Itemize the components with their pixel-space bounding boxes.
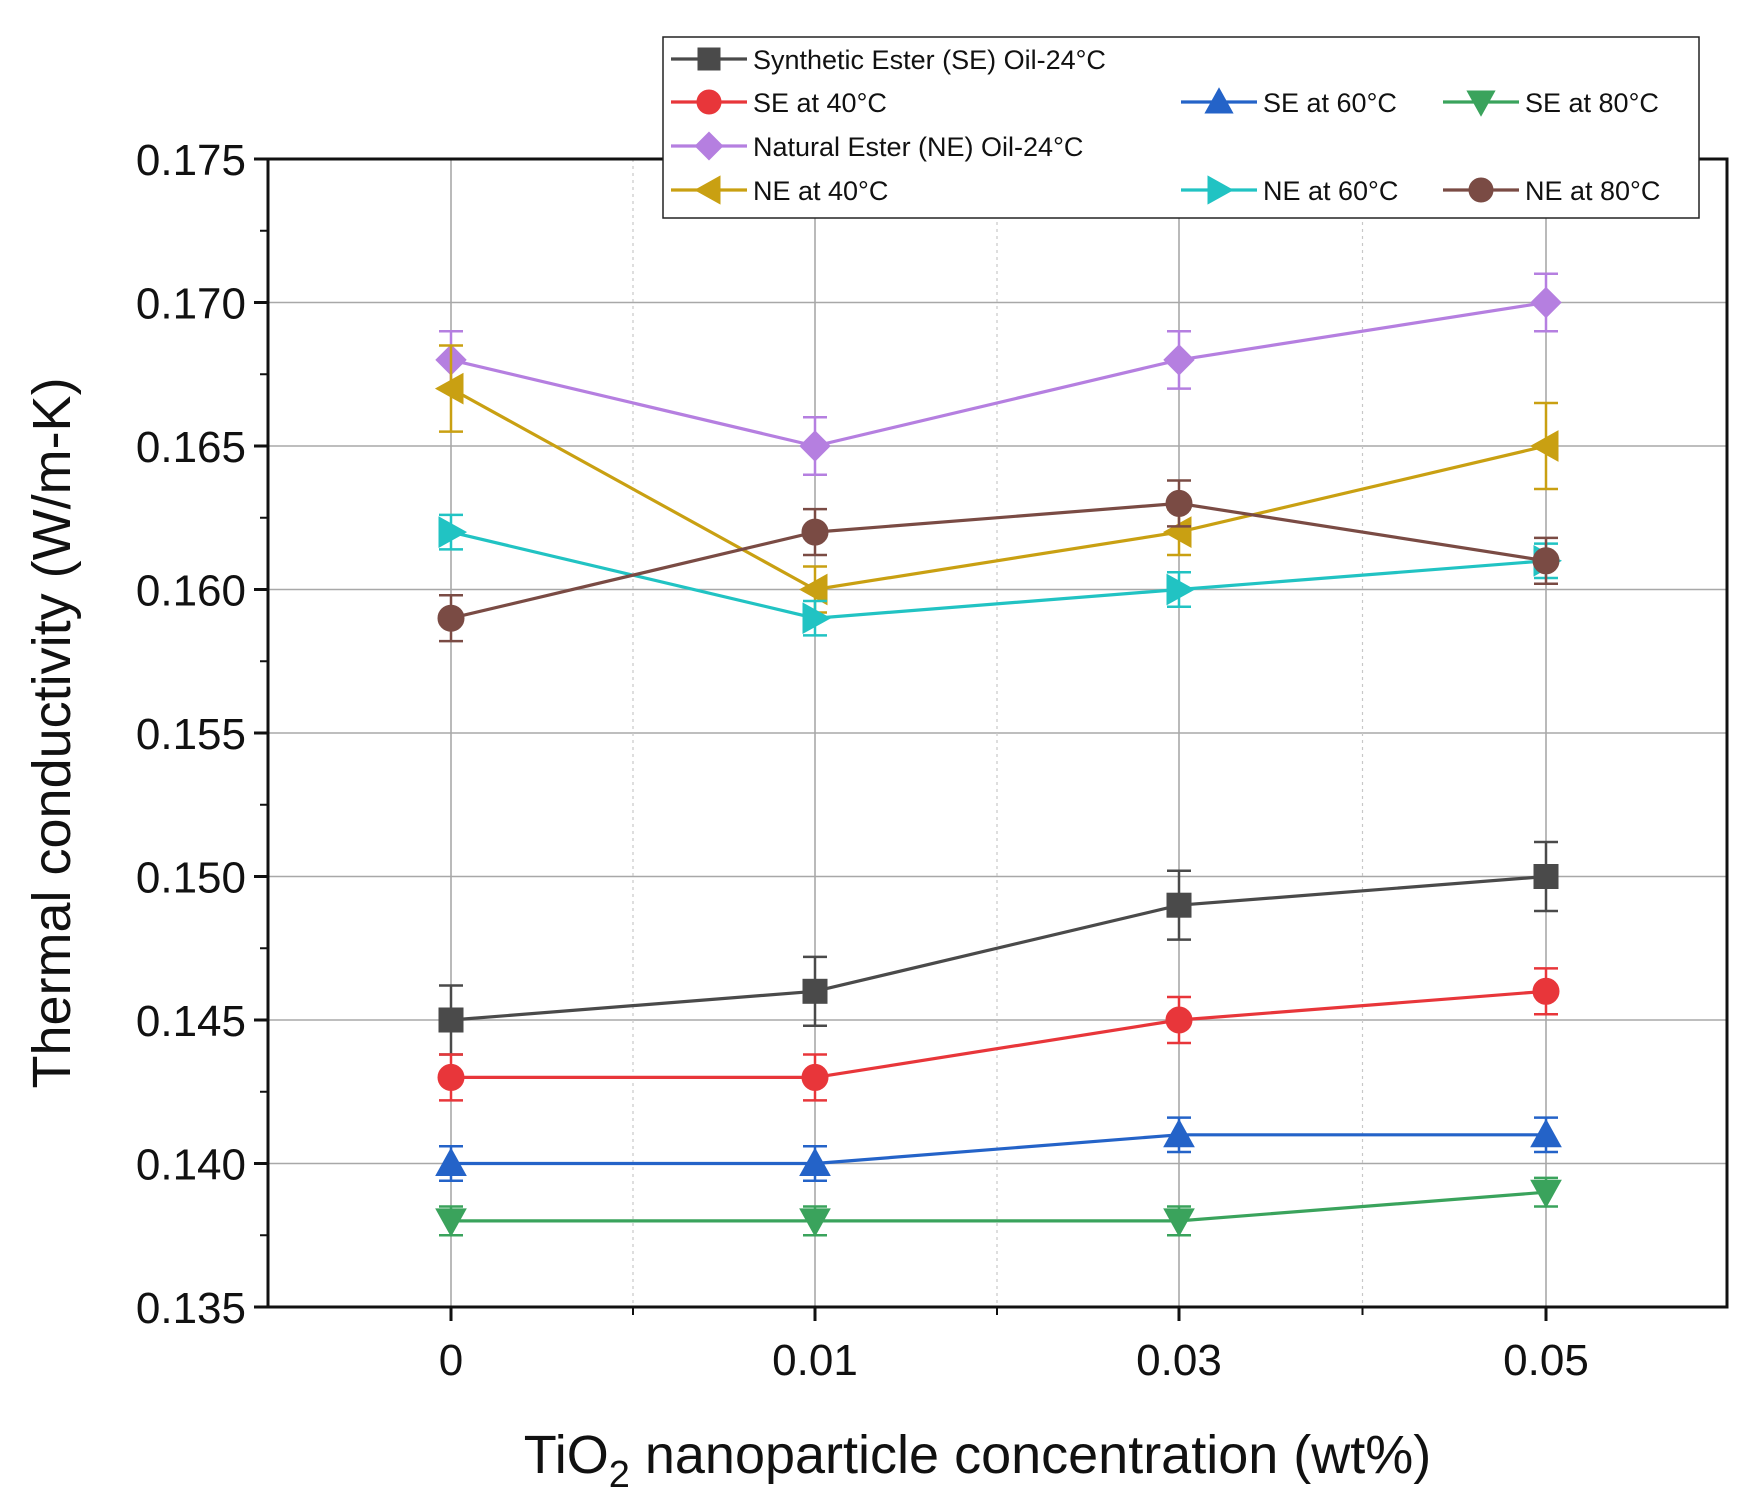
legend-label: SE at 60°C — [1263, 88, 1397, 118]
legend-marker — [1207, 175, 1234, 205]
data-point — [799, 1147, 831, 1176]
legend-marker — [694, 175, 721, 205]
axes: 0.135 0.140 0.145 0.150 0.155 0.160 0.165 0.170… — [136, 136, 1589, 1385]
data-point — [798, 573, 828, 606]
legend-entry-1: SE at 40°C — [671, 88, 887, 118]
series-line — [450, 387, 1547, 592]
series-5 — [434, 344, 1559, 614]
legend-marker — [697, 47, 721, 71]
x-axis-title-main: TiO — [524, 1425, 609, 1485]
data-point — [1529, 430, 1559, 462]
data-point — [438, 1007, 464, 1033]
data-point — [801, 1063, 829, 1091]
data-point — [802, 978, 828, 1004]
data-point — [801, 518, 829, 546]
x-axis-title: TiO2 nanoparticle concentration (wt%) — [524, 1425, 1432, 1496]
legend-entry-5: NE at 40°C — [671, 175, 888, 206]
x-tick-label: 0.05 — [1503, 1336, 1589, 1385]
legend-label: SE at 40°C — [753, 88, 887, 118]
series-7 — [437, 479, 1560, 643]
data-point — [1166, 892, 1192, 918]
x-axis-title-rest: nanoparticle concentration (wt%) — [630, 1425, 1431, 1485]
series-line — [451, 989, 1547, 1080]
series-6 — [438, 513, 1563, 637]
data-point — [802, 602, 832, 635]
legend-box — [662, 36, 1700, 219]
series-3 — [435, 1176, 1562, 1237]
series-1 — [437, 967, 1560, 1102]
series-line — [450, 874, 1547, 1022]
y-tick-label: 0.175 — [136, 136, 246, 185]
series-layer — [434, 272, 1563, 1237]
legend-marker — [1204, 87, 1234, 114]
series-line — [450, 300, 1547, 448]
data-point — [435, 1208, 467, 1237]
data-point — [1530, 286, 1562, 319]
legend-marker — [694, 131, 724, 161]
data-point — [1163, 1208, 1195, 1237]
y-tick-label: 0.140 — [136, 1141, 246, 1190]
data-point — [1530, 1179, 1562, 1209]
y-tick-label: 0.170 — [136, 280, 246, 329]
x-axis-title-subscript: 2 — [609, 1454, 630, 1496]
x-tick-label: 0 — [439, 1336, 463, 1385]
data-point — [437, 1063, 465, 1091]
grid-lines — [268, 159, 1727, 1307]
legend-label: NE at 40°C — [753, 176, 888, 206]
legend-marker — [1466, 90, 1496, 117]
data-point — [435, 1147, 467, 1176]
legend-marker — [1468, 177, 1494, 203]
legend-label: Synthetic Ester (SE) Oil-24°C — [753, 45, 1106, 75]
legend-label: SE at 80°C — [1525, 88, 1659, 118]
legend: Synthetic Ester (SE) Oil-24°C SE at 40°C S… — [662, 36, 1700, 219]
legend-marker — [696, 89, 722, 115]
data-point — [799, 430, 831, 462]
data-point — [1530, 1118, 1562, 1148]
series-line — [451, 1190, 1547, 1223]
data-point — [1163, 1118, 1195, 1148]
y-tick-label: 0.135 — [136, 1284, 246, 1333]
series-line — [451, 1133, 1546, 1166]
data-point — [799, 1208, 831, 1237]
series-line — [450, 530, 1547, 620]
y-tick-label: 0.155 — [136, 710, 246, 759]
x-tick-label: 0.03 — [1136, 1336, 1222, 1385]
legend-entry-7: NE at 80°C — [1443, 176, 1660, 206]
data-point — [1163, 344, 1195, 376]
y-tick-label: 0.150 — [136, 854, 246, 903]
y-tick-label: 0.160 — [136, 567, 246, 616]
y-axis-title: Thermal conductivity (W/m-K) — [22, 377, 82, 1088]
legend-label: Natural Ester (NE) Oil-24°C — [753, 132, 1083, 162]
legend-label: NE at 80°C — [1525, 176, 1660, 206]
data-point — [1532, 977, 1560, 1005]
y-tick-label: 0.145 — [136, 997, 246, 1046]
data-point — [437, 604, 465, 632]
data-point — [434, 372, 464, 405]
data-point — [438, 516, 468, 548]
data-point — [1165, 489, 1193, 517]
data-point — [1532, 547, 1560, 575]
data-point — [1533, 864, 1559, 889]
series-4 — [435, 272, 1562, 476]
legend-label: NE at 60°C — [1263, 176, 1398, 206]
series-2 — [435, 1116, 1562, 1182]
legend-entry-3: SE at 80°C — [1443, 88, 1659, 118]
data-point — [1165, 1006, 1193, 1034]
legend-entry-6: NE at 60°C — [1181, 175, 1398, 206]
series-0 — [438, 840, 1559, 1056]
legend-entry-2: SE at 60°C — [1181, 87, 1397, 118]
legend-entry-4: Natural Ester (NE) Oil-24°C — [671, 131, 1083, 162]
legend-entry-0: Synthetic Ester (SE) Oil-24°C — [671, 45, 1106, 75]
y-tick-label: 0.165 — [136, 423, 246, 472]
data-point — [1166, 573, 1196, 606]
series-line — [450, 501, 1547, 620]
x-tick-label: 0.01 — [772, 1336, 858, 1385]
data-point — [1162, 516, 1192, 548]
